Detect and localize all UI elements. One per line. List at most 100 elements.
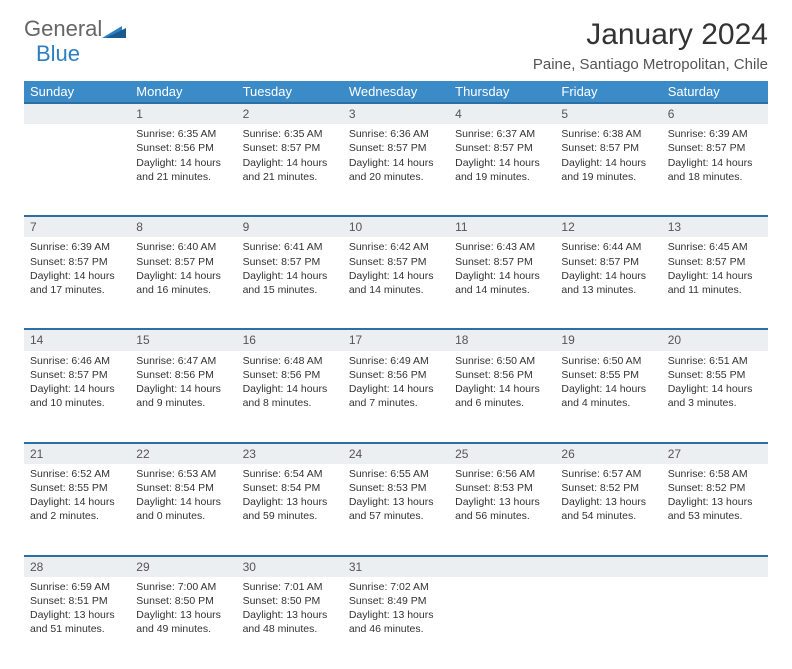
sunrise-text: Sunrise: 6:54 AM	[243, 467, 337, 481]
sunrise-text: Sunrise: 6:46 AM	[30, 354, 124, 368]
sunrise-text: Sunrise: 6:42 AM	[349, 240, 443, 254]
day-number-cell: 30	[237, 556, 343, 577]
sunrise-text: Sunrise: 6:56 AM	[455, 467, 549, 481]
day2-text: and 8 minutes.	[243, 396, 337, 410]
sunset-text: Sunset: 8:55 PM	[668, 368, 762, 382]
sunrise-text: Sunrise: 6:36 AM	[349, 127, 443, 141]
sunrise-text: Sunrise: 6:39 AM	[30, 240, 124, 254]
day-content-cell: Sunrise: 6:39 AMSunset: 8:57 PMDaylight:…	[662, 124, 768, 216]
day2-text: and 16 minutes.	[136, 283, 230, 297]
sunset-text: Sunset: 8:53 PM	[455, 481, 549, 495]
sunset-text: Sunset: 8:55 PM	[30, 481, 124, 495]
month-title: January 2024	[533, 18, 768, 52]
day1-text: Daylight: 13 hours	[561, 495, 655, 509]
day2-text: and 11 minutes.	[668, 283, 762, 297]
day-number-cell: 17	[343, 329, 449, 350]
day-number-cell: 4	[449, 103, 555, 124]
weekday-header: Saturday	[662, 81, 768, 103]
sunset-text: Sunset: 8:56 PM	[349, 368, 443, 382]
sunset-text: Sunset: 8:49 PM	[349, 594, 443, 608]
sunrise-text: Sunrise: 6:51 AM	[668, 354, 762, 368]
weekday-header: Sunday	[24, 81, 130, 103]
sunset-text: Sunset: 8:57 PM	[136, 255, 230, 269]
sunrise-text: Sunrise: 7:00 AM	[136, 580, 230, 594]
day-number-cell: 25	[449, 443, 555, 464]
day-number-cell: 5	[555, 103, 661, 124]
day-content-cell: Sunrise: 6:39 AMSunset: 8:57 PMDaylight:…	[24, 237, 130, 329]
day2-text: and 21 minutes.	[243, 170, 337, 184]
sunrise-text: Sunrise: 6:43 AM	[455, 240, 549, 254]
day-content-cell: Sunrise: 6:36 AMSunset: 8:57 PMDaylight:…	[343, 124, 449, 216]
day1-text: Daylight: 14 hours	[455, 156, 549, 170]
day-number-cell: 2	[237, 103, 343, 124]
day-content-cell: Sunrise: 6:50 AMSunset: 8:55 PMDaylight:…	[555, 351, 661, 443]
day2-text: and 3 minutes.	[668, 396, 762, 410]
day2-text: and 21 minutes.	[136, 170, 230, 184]
day1-text: Daylight: 14 hours	[349, 382, 443, 396]
day1-text: Daylight: 14 hours	[561, 156, 655, 170]
sunrise-text: Sunrise: 6:50 AM	[561, 354, 655, 368]
day-number-cell: 31	[343, 556, 449, 577]
day-content-cell: Sunrise: 6:41 AMSunset: 8:57 PMDaylight:…	[237, 237, 343, 329]
logo: General Blue	[24, 18, 126, 67]
day-content-row: Sunrise: 6:39 AMSunset: 8:57 PMDaylight:…	[24, 237, 768, 329]
sunset-text: Sunset: 8:54 PM	[243, 481, 337, 495]
day2-text: and 13 minutes.	[561, 283, 655, 297]
sunset-text: Sunset: 8:57 PM	[243, 141, 337, 155]
logo-text-blue: Blue	[36, 41, 80, 66]
sunrise-text: Sunrise: 6:59 AM	[30, 580, 124, 594]
day1-text: Daylight: 14 hours	[668, 269, 762, 283]
day-number-cell	[662, 556, 768, 577]
day-content-cell	[662, 577, 768, 669]
day2-text: and 54 minutes.	[561, 509, 655, 523]
day-number-cell: 12	[555, 216, 661, 237]
sunrise-text: Sunrise: 6:48 AM	[243, 354, 337, 368]
day2-text: and 17 minutes.	[30, 283, 124, 297]
sunrise-text: Sunrise: 6:35 AM	[243, 127, 337, 141]
day-content-cell	[555, 577, 661, 669]
day-content-cell	[449, 577, 555, 669]
sunset-text: Sunset: 8:57 PM	[561, 141, 655, 155]
sunrise-text: Sunrise: 6:57 AM	[561, 467, 655, 481]
sunset-text: Sunset: 8:56 PM	[455, 368, 549, 382]
day-content-cell: Sunrise: 6:45 AMSunset: 8:57 PMDaylight:…	[662, 237, 768, 329]
day-number-cell: 18	[449, 329, 555, 350]
day-number-cell: 16	[237, 329, 343, 350]
day2-text: and 48 minutes.	[243, 622, 337, 636]
sunset-text: Sunset: 8:50 PM	[136, 594, 230, 608]
day1-text: Daylight: 14 hours	[136, 382, 230, 396]
day2-text: and 19 minutes.	[455, 170, 549, 184]
day-number-cell	[24, 103, 130, 124]
day-number-cell: 21	[24, 443, 130, 464]
day-content-cell: Sunrise: 7:01 AMSunset: 8:50 PMDaylight:…	[237, 577, 343, 669]
day2-text: and 14 minutes.	[455, 283, 549, 297]
day-number-row: 14151617181920	[24, 329, 768, 350]
day-content-cell: Sunrise: 6:48 AMSunset: 8:56 PMDaylight:…	[237, 351, 343, 443]
day-content-cell: Sunrise: 6:50 AMSunset: 8:56 PMDaylight:…	[449, 351, 555, 443]
day-number-cell: 11	[449, 216, 555, 237]
day-number-cell: 7	[24, 216, 130, 237]
day-number-cell	[555, 556, 661, 577]
sunset-text: Sunset: 8:57 PM	[561, 255, 655, 269]
day-content-cell: Sunrise: 7:02 AMSunset: 8:49 PMDaylight:…	[343, 577, 449, 669]
day1-text: Daylight: 14 hours	[455, 269, 549, 283]
day1-text: Daylight: 14 hours	[455, 382, 549, 396]
day-content-cell: Sunrise: 6:52 AMSunset: 8:55 PMDaylight:…	[24, 464, 130, 556]
day2-text: and 4 minutes.	[561, 396, 655, 410]
day1-text: Daylight: 14 hours	[349, 269, 443, 283]
day1-text: Daylight: 13 hours	[349, 495, 443, 509]
logo-flag-icon	[102, 24, 126, 40]
day1-text: Daylight: 14 hours	[668, 382, 762, 396]
day1-text: Daylight: 14 hours	[668, 156, 762, 170]
sunrise-text: Sunrise: 6:52 AM	[30, 467, 124, 481]
day1-text: Daylight: 13 hours	[243, 608, 337, 622]
weekday-header: Thursday	[449, 81, 555, 103]
day1-text: Daylight: 14 hours	[243, 156, 337, 170]
sunset-text: Sunset: 8:57 PM	[349, 255, 443, 269]
day-number-cell: 28	[24, 556, 130, 577]
day-content-cell: Sunrise: 6:38 AMSunset: 8:57 PMDaylight:…	[555, 124, 661, 216]
day-number-cell: 6	[662, 103, 768, 124]
day2-text: and 51 minutes.	[30, 622, 124, 636]
day-number-cell: 3	[343, 103, 449, 124]
day-content-cell: Sunrise: 6:49 AMSunset: 8:56 PMDaylight:…	[343, 351, 449, 443]
